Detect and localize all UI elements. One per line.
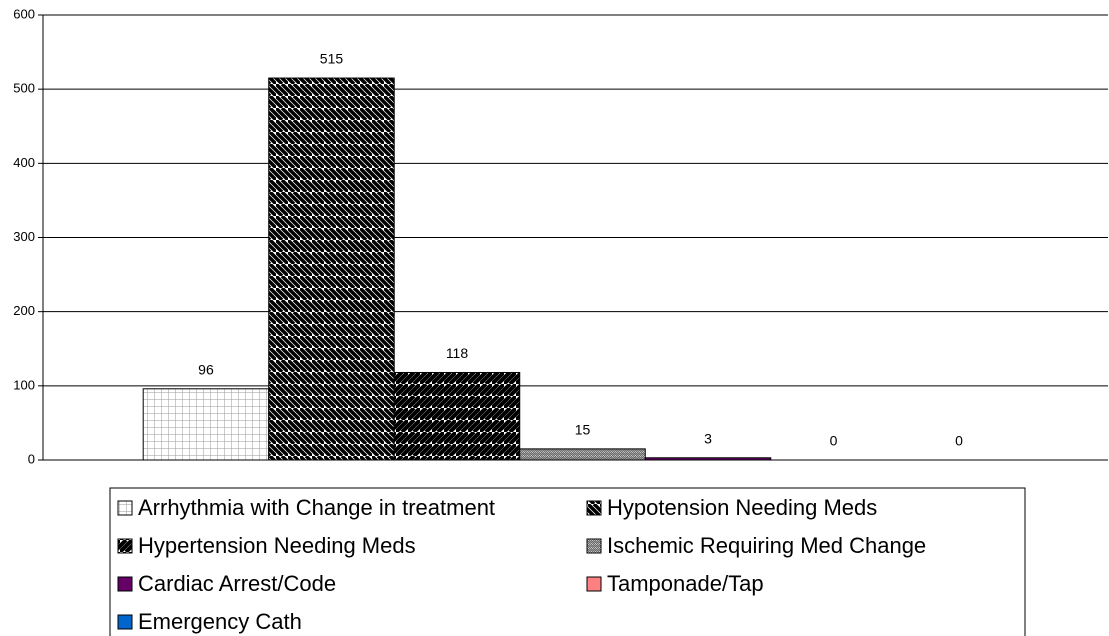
bar (644, 457, 772, 461)
value-label: 0 (955, 433, 963, 449)
legend-swatch (586, 538, 602, 554)
y-tick-label: 300 (13, 229, 35, 244)
legend-label: Hypotension Needing Meds (607, 495, 877, 520)
legend-label: Arrhythmia with Change in treatment (138, 495, 495, 520)
y-tick-label: 100 (13, 377, 35, 392)
value-label: 3 (704, 430, 712, 446)
value-label: 118 (446, 345, 469, 361)
legend-swatch (117, 538, 133, 554)
bar (519, 448, 646, 461)
legend-swatch (117, 576, 133, 592)
y-tick-label: 200 (13, 303, 35, 318)
legend-box (109, 487, 1026, 636)
y-tick-label: 0 (28, 451, 35, 466)
legend-swatch (586, 500, 602, 516)
bar (393, 371, 521, 461)
legend-swatch (117, 614, 133, 630)
value-label: 15 (575, 422, 591, 438)
legend-label: Cardiac Arrest/Code (138, 571, 336, 596)
value-label: 0 (830, 433, 838, 449)
legend-label: Tamponade/Tap (607, 571, 764, 596)
value-label: 515 (320, 51, 344, 67)
legend-swatch (586, 576, 602, 592)
legend-label: Ischemic Requiring Med Change (607, 533, 926, 558)
bar (142, 388, 270, 461)
legend-label: Hypertension Needing Meds (138, 533, 416, 558)
legend-swatch (117, 500, 133, 516)
value-label: 96 (198, 362, 214, 378)
y-tick-label: 500 (13, 81, 35, 96)
legend-label: Emergency Cath (138, 609, 302, 634)
y-tick-label: 400 (13, 155, 35, 170)
bar (268, 77, 395, 461)
y-tick-label: 600 (13, 6, 35, 21)
